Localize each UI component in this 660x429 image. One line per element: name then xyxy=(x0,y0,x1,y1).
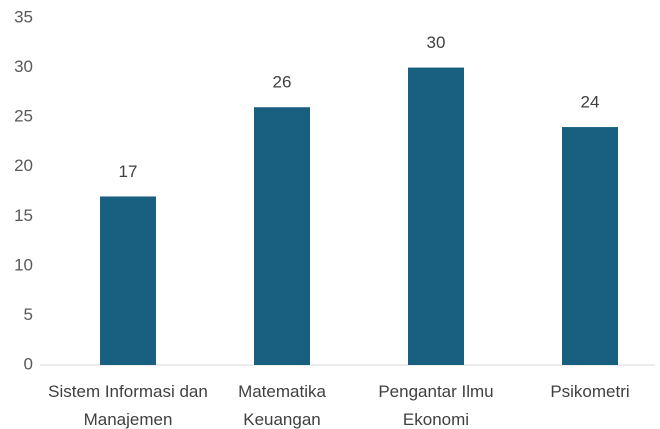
bar xyxy=(562,127,618,365)
bar xyxy=(254,107,310,365)
x-tick-label: Pengantar Ilmu Ekonomi xyxy=(378,382,494,429)
y-tick-label: 20 xyxy=(14,156,33,175)
x-tick-label: Psikometri xyxy=(550,382,630,401)
y-tick-label: 35 xyxy=(14,7,33,26)
y-tick-label: 30 xyxy=(14,57,33,76)
y-tick-label: 5 xyxy=(24,305,33,324)
data-label: 17 xyxy=(119,162,138,181)
x-tick-label: Sistem Informasi dan Manajemen xyxy=(48,382,208,429)
y-tick-label: 15 xyxy=(14,206,33,225)
data-label: 26 xyxy=(273,73,292,92)
y-tick-label: 25 xyxy=(14,107,33,126)
y-tick-label: 0 xyxy=(24,354,33,373)
data-label: 30 xyxy=(427,33,446,52)
x-tick-label: Matematika Keuangan xyxy=(238,382,326,429)
y-tick-label: 10 xyxy=(14,255,33,274)
bar xyxy=(100,196,156,365)
bar xyxy=(408,67,464,366)
data-label: 24 xyxy=(581,93,600,112)
